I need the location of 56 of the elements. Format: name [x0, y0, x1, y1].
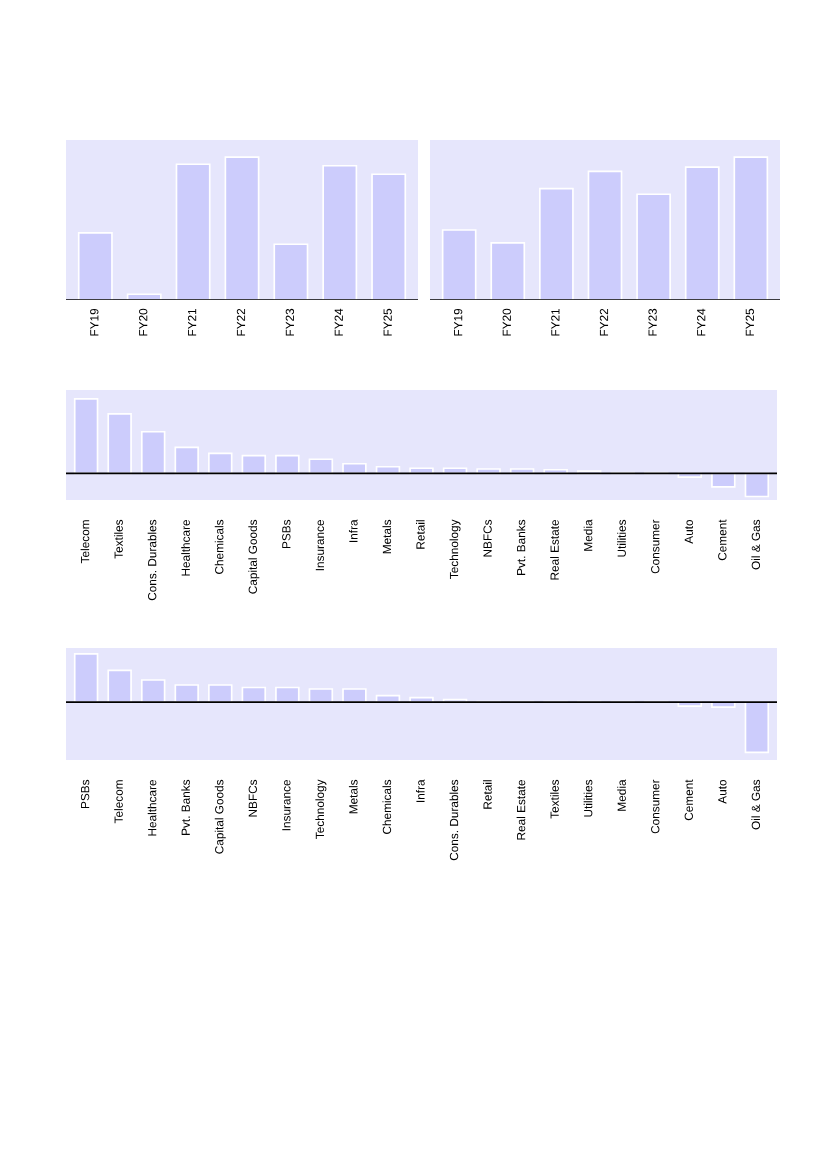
x-tick-label: Cons. Durables [449, 779, 459, 861]
x-tick-label: Consumer [651, 779, 660, 834]
x-tick-label: PSBs [282, 519, 291, 548]
x-tick-label: Utilities [617, 519, 626, 557]
x-tick-label: Real Estate [550, 519, 559, 580]
x-tick-label: FY21 [551, 308, 560, 336]
x-tick-label: Pvt. Banks [516, 519, 526, 575]
x-tick-label: FY24 [697, 308, 706, 336]
x-tick-label: FY19 [453, 308, 463, 336]
x-tick-label: Media [617, 779, 626, 811]
x-tick-label: FY25 [745, 308, 754, 336]
x-tick-label: Cement [718, 519, 727, 561]
x-tick-label: Infra [348, 519, 358, 542]
x-tick-label: Cons. Durables [147, 519, 157, 601]
x-tick-label: Pvt. Banks [181, 779, 190, 835]
x-tick-label: Chemicals [382, 779, 392, 834]
x-tick-label: FY25 [383, 308, 392, 336]
x-tick-label: PSBs [80, 779, 90, 808]
x-tick-label: NBFCs [483, 519, 492, 557]
x-tick-label: Utilities [583, 779, 593, 817]
x-tick-label: FY23 [285, 308, 295, 336]
x-tick-label: Telecom [114, 780, 123, 824]
x-tick-label: Capital Goods [214, 779, 226, 854]
x-tick-label: FY21 [187, 308, 197, 336]
x-tick-label: Oil & Gas [751, 519, 761, 570]
x-tick-label: Auto [684, 519, 693, 544]
x-tick-label: Chemicals [214, 519, 224, 574]
x-tick-label: NBFCs [248, 779, 257, 817]
x-tick-label: Infra [416, 779, 425, 802]
x-tick-label: FY23 [648, 308, 657, 336]
x-tick-label: Healthcare [147, 779, 157, 836]
x-tick-label: Technology [315, 779, 327, 839]
x-tick-label: Textiles [550, 779, 559, 819]
x-tick-label: FY20 [502, 308, 511, 336]
x-tick-label: Healthcare [181, 519, 190, 576]
x-tick-label: FY20 [139, 308, 148, 336]
x-tick-label: Oil & Gas [751, 779, 761, 830]
x-tick-label: Capital Goods [248, 519, 260, 594]
x-tick-label: Cement [684, 779, 693, 821]
x-tick-label: Textiles [114, 519, 123, 559]
x-tick-label: FY22 [599, 308, 609, 336]
x-tick-label: Technology [449, 519, 461, 579]
x-tick-label: Real Estate [516, 779, 526, 840]
x-tick-label: FY19 [90, 308, 99, 336]
x-tick-label: Telecom [80, 520, 90, 564]
x-tick-label: Media [583, 519, 593, 551]
x-tick-label: Insurance [282, 779, 291, 831]
x-tick-label: FY22 [236, 308, 246, 336]
x-tick-label: Auto [718, 779, 727, 804]
x-tick-label: Metals [348, 779, 358, 814]
x-tick-label: Retail [416, 520, 425, 549]
x-tick-label: FY24 [334, 308, 343, 336]
x-tick-label: Retail [483, 780, 492, 809]
x-tick-label: Insurance [315, 519, 325, 571]
x-tick-label: Metals [382, 519, 392, 554]
x-tick-label: Consumer [651, 519, 660, 574]
